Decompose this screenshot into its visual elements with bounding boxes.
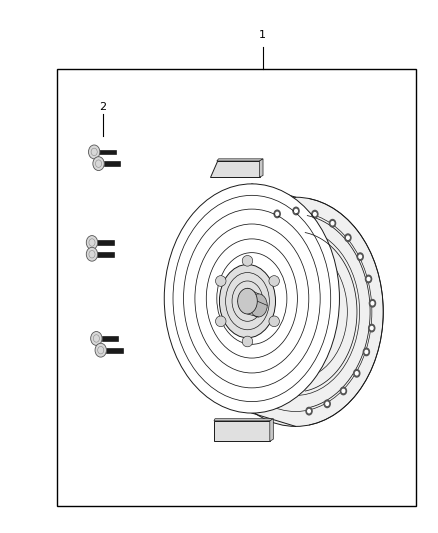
Ellipse shape [250, 294, 267, 317]
Ellipse shape [164, 184, 339, 413]
Bar [104, 161, 120, 166]
Bar [57, 69, 416, 506]
Circle shape [274, 210, 280, 217]
Circle shape [353, 369, 360, 377]
Polygon shape [210, 161, 259, 177]
Circle shape [93, 157, 104, 171]
Circle shape [95, 343, 106, 357]
Circle shape [293, 207, 299, 215]
Ellipse shape [242, 255, 253, 266]
Circle shape [369, 300, 375, 307]
Circle shape [86, 247, 98, 261]
Text: 1: 1 [259, 30, 266, 39]
Ellipse shape [269, 316, 279, 327]
Ellipse shape [242, 336, 253, 347]
Polygon shape [214, 421, 270, 441]
Ellipse shape [208, 197, 383, 426]
Circle shape [365, 275, 371, 282]
Circle shape [314, 213, 316, 216]
Text: 2: 2 [99, 102, 106, 111]
Circle shape [91, 332, 102, 345]
Circle shape [367, 277, 370, 280]
Circle shape [326, 402, 328, 406]
Circle shape [276, 212, 279, 215]
Circle shape [371, 302, 374, 305]
Circle shape [308, 409, 311, 413]
Circle shape [357, 253, 363, 261]
Circle shape [359, 255, 361, 259]
Circle shape [86, 236, 98, 249]
Polygon shape [259, 159, 263, 177]
Bar [99, 149, 116, 155]
Circle shape [371, 327, 373, 330]
Bar [106, 348, 123, 353]
Circle shape [342, 390, 345, 393]
Ellipse shape [238, 288, 257, 314]
Circle shape [312, 211, 318, 218]
Circle shape [340, 387, 346, 395]
Circle shape [365, 350, 367, 353]
Polygon shape [252, 184, 383, 426]
Circle shape [88, 145, 100, 159]
Circle shape [345, 234, 351, 241]
Circle shape [363, 348, 369, 356]
Circle shape [355, 372, 358, 375]
Polygon shape [217, 159, 263, 161]
Circle shape [295, 209, 297, 213]
Circle shape [329, 220, 336, 227]
Circle shape [324, 400, 330, 408]
Ellipse shape [164, 184, 339, 413]
Polygon shape [214, 419, 273, 421]
Circle shape [369, 325, 375, 332]
Circle shape [346, 236, 349, 239]
Bar [97, 252, 114, 256]
Circle shape [331, 222, 334, 225]
Ellipse shape [269, 276, 279, 286]
Polygon shape [270, 419, 273, 441]
Ellipse shape [215, 276, 226, 286]
Ellipse shape [219, 264, 276, 338]
Bar [102, 336, 118, 341]
Bar [97, 240, 114, 245]
Circle shape [306, 407, 312, 415]
Ellipse shape [215, 316, 226, 327]
